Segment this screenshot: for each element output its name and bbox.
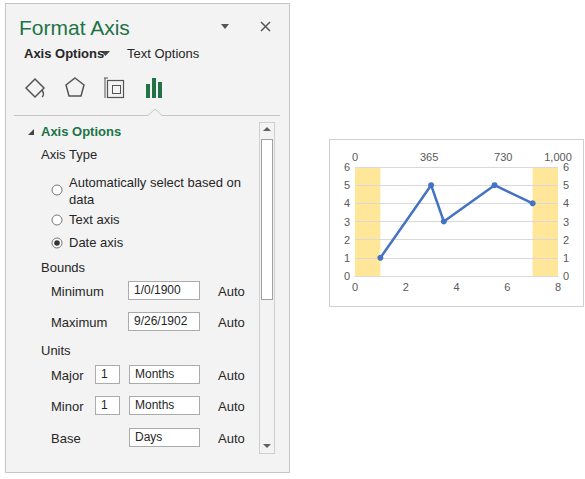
html-text:9/26/1902: 9/26/1902: [134, 314, 188, 328]
svg-text:2: 2: [563, 234, 569, 246]
svg-text:4: 4: [344, 197, 350, 209]
svg-text:1: 1: [344, 252, 350, 264]
html-text:Text Options: Text Options: [127, 46, 200, 61]
svg-text:3: 3: [563, 216, 569, 228]
html-text:Months: Months: [135, 398, 175, 412]
html-text:Maximum: Maximum: [51, 315, 108, 330]
svg-text:2: 2: [403, 281, 409, 293]
html-text:Auto: Auto: [218, 284, 245, 299]
html-text:Bounds: Bounds: [41, 260, 86, 275]
svg-text:8: 8: [555, 281, 561, 293]
svg-text:0: 0: [352, 151, 358, 163]
html-text:Auto: Auto: [218, 399, 245, 414]
svg-text:1,000: 1,000: [544, 151, 572, 163]
html-text:Auto: Auto: [218, 368, 245, 383]
html-text:Axis Options: Axis Options: [41, 124, 122, 139]
svg-text:0: 0: [563, 270, 569, 282]
svg-text:2: 2: [344, 234, 350, 246]
html-text:Automatically select based on: Automatically select based on data: [69, 175, 241, 207]
html-text:1: 1: [101, 367, 108, 381]
svg-text:0: 0: [344, 270, 350, 282]
html-text:Text axis: Text axis: [69, 212, 120, 227]
html-text:Months: Months: [135, 367, 175, 381]
html-text:1: 1: [101, 398, 108, 412]
html-text:Format Axis: Format Axis: [19, 16, 130, 39]
html-text:Minor: Minor: [51, 399, 84, 414]
svg-text:730: 730: [494, 151, 512, 163]
html-text:Auto: Auto: [218, 431, 245, 446]
svg-text:6: 6: [504, 281, 510, 293]
svg-text:4: 4: [453, 281, 459, 293]
html-text:Units: Units: [41, 343, 71, 358]
html-text:Days: Days: [135, 430, 163, 444]
svg-text:5: 5: [344, 179, 350, 191]
svg-text:6: 6: [344, 161, 350, 173]
html-text:1/0/1900: 1/0/1900: [134, 283, 181, 297]
html-text:Auto: Auto: [218, 315, 245, 330]
svg-text:0: 0: [352, 281, 358, 293]
svg-text:6: 6: [563, 161, 569, 173]
svg-text:1: 1: [563, 252, 569, 264]
html-text:Date axis: Date axis: [69, 235, 124, 250]
svg-text:3: 3: [344, 216, 350, 228]
svg-text:365: 365: [420, 151, 438, 163]
svg-text:4: 4: [563, 197, 569, 209]
html-text:Minimum: Minimum: [51, 284, 104, 299]
html-text:Axis Type: Axis Type: [41, 147, 98, 162]
html-text:Major: Major: [51, 368, 84, 383]
html-text:Axis Options: Axis Options: [24, 46, 105, 61]
svg-text:5: 5: [563, 179, 569, 191]
html-text:Base: Base: [51, 431, 81, 446]
